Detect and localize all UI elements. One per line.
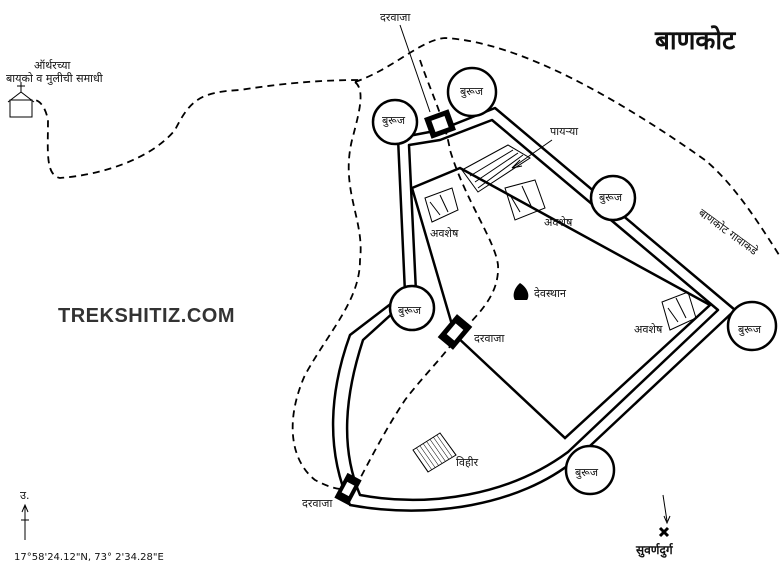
label-bastion-right-upper: बुरूज [599, 191, 622, 204]
label-bastion-bottom: बुरूज [575, 466, 598, 479]
bastion-right-shape [726, 300, 778, 352]
label-gate-top: दरवाजा [380, 11, 411, 24]
label-ruins-right: अवशेष [634, 323, 663, 336]
trail-to-village [354, 37, 781, 259]
gate-middle-shape [437, 314, 473, 350]
label-gate-middle: दरवाजा [474, 332, 505, 345]
ruins-left-shape [424, 187, 459, 223]
bastion-left-shape [388, 284, 436, 332]
north-arrow-shape [21, 503, 29, 540]
label-tomb-line1: ऑर्थरच्या [34, 59, 71, 72]
trail-to-tomb [29, 79, 359, 179]
bastion-top-left-shape [371, 98, 419, 146]
citadel-wall [410, 166, 713, 440]
label-bastion-right: बुरूज [738, 323, 761, 336]
gate-bottom-shape [334, 472, 362, 506]
label-suvarnadurg: सुवर्णदुर्ग [636, 543, 673, 557]
ruins-middle-shape [504, 179, 546, 221]
north-label: उ. [20, 489, 30, 502]
fort-outer-wall-inner [345, 118, 720, 502]
ruins-right-shape [661, 291, 697, 331]
bastion-bottom-shape [564, 444, 616, 496]
tomb-shape [7, 82, 35, 118]
label-temple: देवस्थान [534, 287, 566, 300]
label-bastion-top: बुरूज [460, 85, 483, 98]
watermark: TREKSHITIZ.COM [58, 305, 235, 327]
suvarnadurg-marker-shape [658, 494, 671, 538]
well-shape [412, 432, 457, 473]
label-well: विहीर [456, 456, 479, 469]
label-steps: पायऱ्या [550, 125, 579, 138]
label-gate-bottom: दरवाजा [302, 497, 333, 510]
approach-arrow-line [399, 24, 431, 113]
steps-shape [461, 144, 531, 193]
label-bastion-left: बुरूज [398, 304, 421, 317]
trail-inner [354, 59, 499, 489]
label-ruins-left: अवशेष [430, 227, 459, 240]
trail-outer-west [291, 81, 362, 491]
coordinates-text: 17°58'24.12"N, 73° 2'34.28"E [14, 552, 164, 563]
label-bastion-top-left: बुरूज [382, 114, 405, 127]
bastion-right-upper-shape [589, 174, 637, 222]
fort-outer-wall [331, 106, 737, 512]
map-title: बाणकोट [655, 26, 736, 56]
bastion-top-shape [446, 66, 498, 118]
label-ruins-middle: अवशेष [544, 216, 573, 229]
label-tomb-line2: बायको व मुलीची समाधी [6, 72, 103, 85]
gate-top-shape [424, 109, 456, 139]
temple-shape [513, 283, 529, 300]
steps-pointer [511, 139, 553, 169]
